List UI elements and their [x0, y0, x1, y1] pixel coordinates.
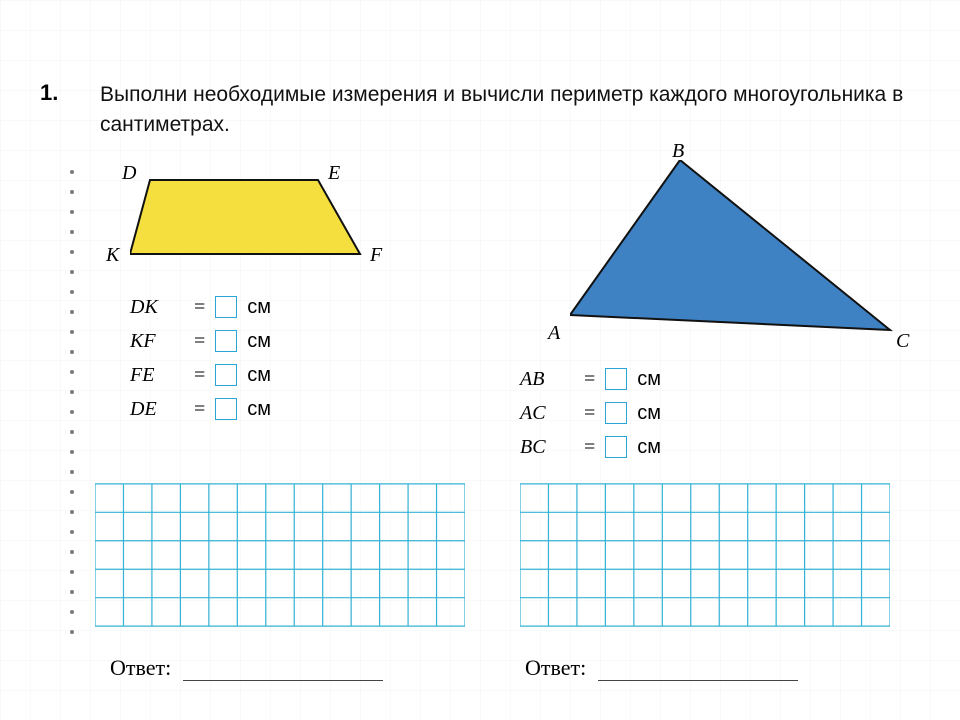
triangle-shape: [570, 160, 900, 345]
equals-sign: =: [194, 330, 205, 353]
answer-box[interactable]: [605, 402, 627, 424]
measure-label: FE: [130, 364, 184, 387]
equals-sign: =: [584, 402, 595, 425]
triangle-polygon: [570, 160, 890, 330]
answer-box[interactable]: [605, 368, 627, 390]
measure-label: KF: [130, 330, 184, 353]
answer-label: Ответ:: [110, 655, 171, 680]
vertex-label-a: A: [548, 322, 560, 345]
answer-blank[interactable]: [598, 657, 798, 681]
measure-label: DE: [130, 398, 184, 421]
vertex-label-d: D: [122, 162, 136, 185]
answer-box[interactable]: [215, 296, 237, 318]
measure-row-dk: DK = см: [130, 290, 271, 324]
equals-sign: =: [194, 296, 205, 319]
vertex-label-k: K: [106, 244, 119, 267]
answer-label: Ответ:: [525, 655, 586, 680]
unit-label: см: [247, 398, 271, 421]
equals-sign: =: [584, 368, 595, 391]
unit-label: см: [247, 330, 271, 353]
unit-label: см: [637, 402, 661, 425]
measure-row-ab: AB = см: [520, 362, 661, 396]
answer-left: Ответ:: [110, 655, 383, 681]
measure-label: DK: [130, 296, 184, 319]
problem-prompt: Выполни необходимые измерения и вычисли …: [100, 80, 910, 141]
vertex-label-b: B: [672, 140, 684, 163]
measure-row-de: DE = см: [130, 392, 271, 426]
answer-blank[interactable]: [183, 657, 383, 681]
unit-label: см: [637, 436, 661, 459]
vertex-label-c: C: [896, 330, 909, 353]
measure-row-kf: KF = см: [130, 324, 271, 358]
measurements-left: DK = см KF = см FE = см DE = см: [130, 290, 271, 426]
measure-row-ac: AC = см: [520, 396, 661, 430]
equals-sign: =: [584, 436, 595, 459]
measure-row-bc: BC = см: [520, 430, 661, 464]
work-grid-left[interactable]: [95, 480, 465, 630]
unit-label: см: [247, 364, 271, 387]
answer-box[interactable]: [605, 436, 627, 458]
answer-box[interactable]: [215, 398, 237, 420]
unit-label: см: [247, 296, 271, 319]
answer-right: Ответ:: [525, 655, 798, 681]
answer-box[interactable]: [215, 330, 237, 352]
trapezoid-polygon: [130, 180, 360, 254]
measure-label: BC: [520, 436, 574, 459]
measure-label: AC: [520, 402, 574, 425]
vertex-label-e: E: [328, 162, 340, 185]
measure-label: AB: [520, 368, 574, 391]
trapezoid-shape: [130, 172, 370, 267]
equals-sign: =: [194, 364, 205, 387]
problem-number: 1.: [40, 80, 58, 106]
unit-label: см: [637, 368, 661, 391]
answer-box[interactable]: [215, 364, 237, 386]
measure-row-fe: FE = см: [130, 358, 271, 392]
vertex-label-f: F: [370, 244, 382, 267]
margin-dots: [70, 170, 76, 690]
work-grid-right[interactable]: [520, 480, 890, 630]
measurements-right: AB = см AC = см BC = см: [520, 362, 661, 464]
equals-sign: =: [194, 398, 205, 421]
